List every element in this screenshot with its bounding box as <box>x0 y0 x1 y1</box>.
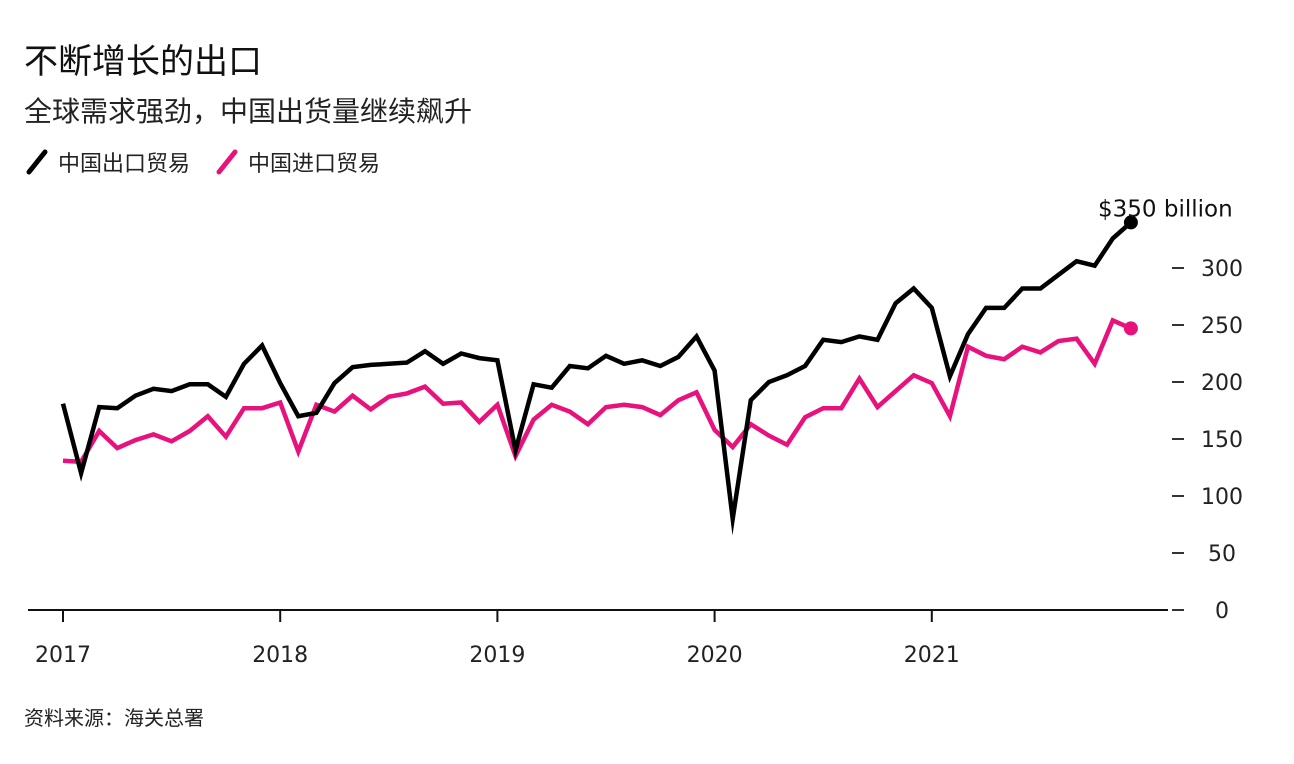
source-note: 资料来源：海关总署 <box>24 706 204 730</box>
series-endpoint-imports <box>1123 321 1138 336</box>
series-line-exports <box>60 220 1133 536</box>
legend-label-exports: 中国出口贸易 <box>58 152 191 177</box>
y-tick-label-200: 200 <box>1201 371 1243 396</box>
y-tick-label-0: 0 <box>1215 599 1229 624</box>
y-tick-label-150: 150 <box>1201 428 1243 453</box>
x-tick-label-2019: 2019 <box>469 643 525 668</box>
chart-subtitle: 全球需求强劲，中国出货量继续飙升 <box>24 95 473 128</box>
legend-swatch-exports <box>26 149 48 175</box>
y-tick-label-300: 300 <box>1201 257 1243 282</box>
end-value-label: $350 billion <box>1098 196 1233 222</box>
x-tick-label-2020: 2020 <box>687 643 743 668</box>
x-tick-label-2017: 2017 <box>35 643 91 668</box>
legend-item-imports: 中国进口贸易 <box>216 146 380 178</box>
legend-label-imports: 中国进口贸易 <box>248 152 381 177</box>
legend-item-exports: 中国出口贸易 <box>26 146 190 178</box>
x-tick-label-2018: 2018 <box>252 643 308 668</box>
legend-swatch-imports <box>216 149 238 175</box>
y-tick-label-250: 250 <box>1201 314 1243 339</box>
x-tick-label-2021: 2021 <box>904 643 960 668</box>
y-tick-label-50: 50 <box>1208 542 1236 567</box>
legend: 中国出口贸易 中国进口贸易 <box>26 144 406 180</box>
series-line-imports <box>62 317 1132 465</box>
y-tick-label-100: 100 <box>1201 485 1243 510</box>
chart-title: 不断增长的出口 <box>24 42 262 82</box>
series-endpoint-exports <box>1123 215 1138 230</box>
